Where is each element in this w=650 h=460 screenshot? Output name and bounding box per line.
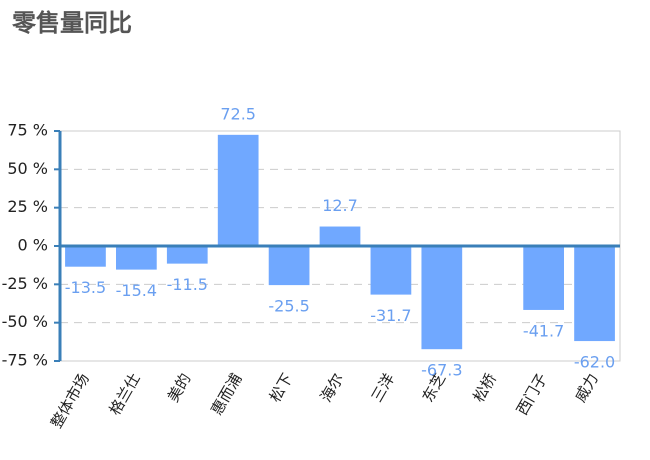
- value-label: 72.5: [220, 104, 256, 123]
- value-label: 12.7: [322, 196, 358, 215]
- value-label: -11.5: [167, 275, 208, 294]
- y-tick-label: 0 %: [18, 236, 48, 255]
- value-label: -13.5: [65, 278, 106, 297]
- x-tick-label: 惠而浦: [207, 370, 245, 418]
- value-label: -31.7: [370, 306, 411, 325]
- value-label: -67.3: [421, 361, 462, 380]
- y-tick-label: 25 %: [7, 197, 48, 216]
- bar: [166, 246, 208, 264]
- value-label: -41.7: [523, 321, 564, 340]
- bar: [421, 246, 463, 350]
- y-tick-label: 50 %: [7, 159, 48, 178]
- bar: [116, 246, 157, 270]
- x-tick-label: 松下: [266, 370, 297, 405]
- chart-title: 零售量同比: [11, 9, 132, 37]
- x-tick-label: 松桥: [469, 370, 500, 405]
- bar: [217, 134, 259, 246]
- value-label: -25.5: [268, 297, 309, 316]
- x-tick-label: 西门子: [513, 370, 551, 418]
- x-tick-label: 美的: [164, 370, 195, 405]
- bar: [65, 246, 106, 267]
- value-label: -62.0: [574, 353, 615, 372]
- bar: [574, 246, 615, 342]
- bar: [319, 226, 361, 246]
- x-tick-label: 威力: [571, 370, 602, 405]
- y-tick-label: -75 %: [2, 351, 48, 370]
- bar: [523, 246, 564, 310]
- y-tick-label: -50 %: [2, 312, 48, 331]
- value-label: -15.4: [116, 281, 157, 300]
- y-tick-label: -25 %: [2, 274, 48, 293]
- bar: [370, 246, 412, 295]
- bar: [268, 246, 310, 286]
- x-tick-label: 海尔: [317, 370, 348, 405]
- x-tick-label: 三洋: [368, 370, 399, 405]
- y-tick-label: 75 %: [7, 121, 48, 140]
- x-tick-label: 格兰仕: [106, 370, 144, 418]
- x-tick-label: 整体市场: [47, 370, 93, 431]
